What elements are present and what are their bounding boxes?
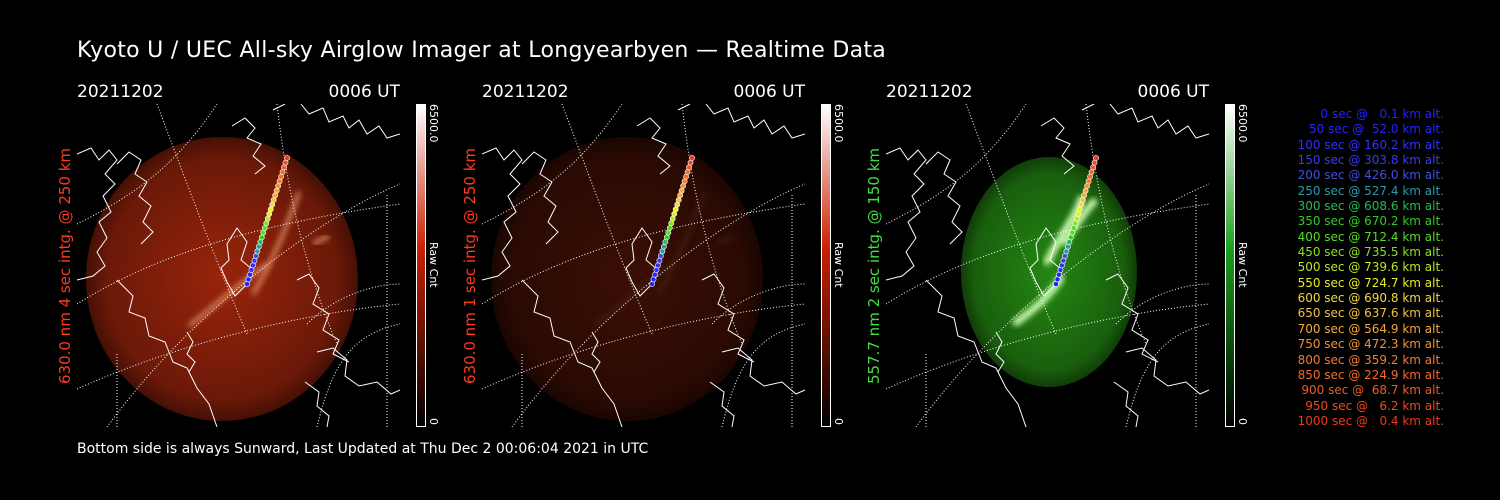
trajectory-legend: 0 sec @ 0.1 km alt. 50 sec @ 52.0 km alt.… xyxy=(1262,107,1444,429)
trajectory-point xyxy=(284,155,290,161)
legend-entry: 950 sec @ 6.2 km alt. xyxy=(1305,398,1444,413)
legend-entry: 400 sec @ 712.4 km alt. xyxy=(1297,229,1444,244)
footer-note: Bottom side is always Sunward, Last Upda… xyxy=(77,441,649,457)
allsky-image xyxy=(886,104,1209,427)
colorbar xyxy=(416,104,426,427)
airglow-field-of-view xyxy=(86,137,358,421)
legend-entry: 100 sec @ 160.2 km alt. xyxy=(1297,137,1444,152)
airglow-field-of-view xyxy=(491,137,763,421)
allsky-image xyxy=(482,104,805,427)
colorbar-min-label: 0 xyxy=(1236,418,1249,425)
airglow-field-of-view xyxy=(961,157,1137,387)
allsky-image xyxy=(77,104,400,427)
legend-entry: 650 sec @ 637.6 km alt. xyxy=(1297,306,1444,321)
panel-y-label: 630.0 nm 4 sec intg. @ 250 km xyxy=(56,147,74,384)
panel-date: 20211202 xyxy=(482,82,569,102)
coastlines xyxy=(886,104,1209,427)
aurora-arc xyxy=(312,234,330,246)
aurora-arc xyxy=(592,262,674,328)
colorbar-min-label: 0 xyxy=(832,418,845,425)
aurora-arc xyxy=(187,262,269,328)
colorbar-name: Raw Cnt xyxy=(832,242,845,288)
legend-entry: 350 sec @ 670.2 km alt. xyxy=(1297,214,1444,229)
aurora-arc xyxy=(656,191,706,296)
legend-entry: 900 sec @ 68.7 km alt. xyxy=(1301,383,1444,398)
legend-entry: 850 sec @ 224.9 km alt. xyxy=(1297,367,1444,382)
legend-entry: 450 sec @ 735.5 km alt. xyxy=(1297,245,1444,260)
legend-entry: 200 sec @ 426.0 km alt. xyxy=(1297,168,1444,183)
colorbar-min-label: 0 xyxy=(427,418,440,425)
panel-time: 0006 UT xyxy=(328,82,401,102)
legend-entry: 0 sec @ 0.1 km alt. xyxy=(1320,107,1445,121)
colorbar-max-label: 6500.0 xyxy=(832,104,845,143)
colorbar-name: Raw Cnt xyxy=(427,242,440,288)
colorbar-name: Raw Cnt xyxy=(1236,242,1249,288)
aurora-arc xyxy=(717,234,735,246)
panel-time: 0006 UT xyxy=(1137,82,1210,102)
trajectory-point xyxy=(689,155,695,161)
imager-panel-2: 20211202 0006 UT 6500.0 Raw Cnt 0 xyxy=(482,82,862,442)
legend-entry: 50 sec @ 52.0 km alt. xyxy=(1309,122,1444,137)
aurora-arc xyxy=(1059,197,1099,247)
aurora-arc xyxy=(251,191,301,296)
page-title: Kyoto U / UEC All-sky Airglow Imager at … xyxy=(77,38,887,63)
imager-panel-1: 20211202 0006 UT 6500.0 Raw Cnt 0 xyxy=(77,82,457,442)
trajectory-point xyxy=(1093,155,1099,161)
legend-entry: 700 sec @ 564.9 km alt. xyxy=(1297,321,1444,336)
panel-date: 20211202 xyxy=(77,82,164,102)
lat-lon-grid xyxy=(482,104,805,427)
rocket-trajectory xyxy=(649,155,695,287)
legend-entry: 750 sec @ 472.3 km alt. xyxy=(1297,337,1444,352)
lat-lon-grid xyxy=(886,104,1209,427)
imager-panel-3: 20211202 0006 UT 6500.0 Raw Cnt 0 xyxy=(886,82,1266,442)
allsky-image-plot xyxy=(886,104,1209,427)
colorbar xyxy=(821,104,831,427)
panel-time: 0006 UT xyxy=(733,82,806,102)
legend-entry: 600 sec @ 690.8 km alt. xyxy=(1297,291,1444,306)
colorbar xyxy=(1225,104,1235,427)
rocket-trajectory xyxy=(244,155,290,287)
panel-y-label: 630.0 nm 1 sec intg. @ 250 km xyxy=(461,147,479,384)
rocket-trajectory xyxy=(1053,155,1099,287)
colorbar-max-label: 6500.0 xyxy=(1236,104,1249,143)
legend-entry: 500 sec @ 739.6 km alt. xyxy=(1297,260,1444,275)
legend-entry: 250 sec @ 527.4 km alt. xyxy=(1297,183,1444,198)
legend-entry: 550 sec @ 724.7 km alt. xyxy=(1297,275,1444,290)
legend-entry: 150 sec @ 303.8 km alt. xyxy=(1297,153,1444,168)
legend-entry: 800 sec @ 359.2 km alt. xyxy=(1297,352,1444,367)
legend-entry: 300 sec @ 608.6 km alt. xyxy=(1297,199,1444,214)
legend-entry: 1000 sec @ 0.4 km alt. xyxy=(1297,413,1444,428)
allsky-image-plot xyxy=(77,104,400,427)
colorbar-max-label: 6500.0 xyxy=(427,104,440,143)
lat-lon-grid xyxy=(77,104,400,427)
allsky-image-plot xyxy=(482,104,805,427)
panel-date: 20211202 xyxy=(886,82,973,102)
panel-y-label: 557.7 nm 2 sec intg. @ 150 km xyxy=(865,147,883,384)
